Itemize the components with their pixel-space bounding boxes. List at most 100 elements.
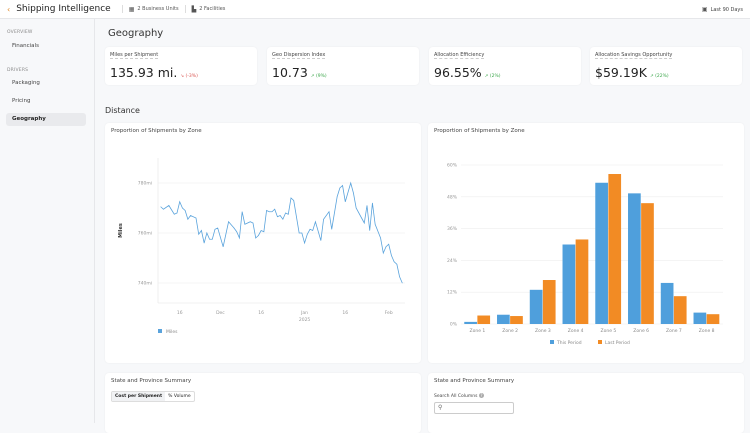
sidebar-item-financials[interactable]: Financials — [12, 43, 39, 49]
legend-label: Last Period — [605, 340, 630, 346]
sidebar-item-geography[interactable]: Geography — [6, 113, 86, 126]
x-tick-label: Dec — [216, 310, 225, 316]
x-tick-label: Zone 1 — [470, 328, 486, 334]
y-tick-label: 0% — [450, 322, 458, 328]
data-point — [399, 276, 400, 278]
x-tick-label: Zone 6 — [633, 328, 649, 334]
data-point — [211, 238, 213, 240]
bar-this-period — [562, 244, 576, 324]
data-point — [342, 185, 343, 186]
data-point — [309, 228, 311, 230]
sidebar-item-pricing[interactable]: Pricing — [12, 98, 31, 104]
x-tick-sublabel: 2025 — [299, 317, 311, 323]
data-point — [380, 237, 381, 239]
bar-last-period — [706, 314, 720, 324]
sidebar: OVERVIEW Financials DRIVERS Packaging Pr… — [0, 19, 95, 423]
data-point — [201, 230, 202, 231]
kpi-value: $59.19K — [595, 65, 647, 80]
data-point — [355, 207, 357, 209]
data-point — [239, 237, 240, 239]
data-point — [195, 217, 197, 219]
search-icon: ⚲ — [438, 404, 443, 411]
chevron-left-icon[interactable]: ‹ — [7, 4, 11, 14]
data-point — [391, 255, 392, 256]
data-point — [306, 233, 308, 235]
legend-label-miles: Miles — [166, 329, 178, 335]
bar-this-period — [693, 312, 707, 324]
data-point — [396, 263, 398, 265]
kpi-allocation-efficiency: Allocation Efficiency 96.55% ↗ (2%) — [429, 47, 581, 85]
card-title: State and Province Summary — [111, 378, 192, 384]
data-point — [285, 212, 286, 214]
divider — [121, 5, 123, 13]
bar-last-period — [575, 239, 589, 324]
y-tick-label: 60% — [447, 163, 458, 169]
bar-last-period — [608, 174, 622, 324]
data-point — [160, 206, 162, 208]
data-point — [385, 246, 387, 248]
data-point — [382, 252, 384, 254]
factory-icon: ▙ — [191, 5, 197, 13]
data-point — [209, 238, 210, 240]
sidebar-section-overview: OVERVIEW — [7, 30, 33, 35]
metric-toggle: Cost per Shipment % Volume — [111, 391, 195, 402]
y-tick-label: 12% — [447, 290, 458, 296]
data-point — [176, 212, 178, 214]
x-tick-label: Zone 7 — [666, 328, 682, 334]
data-point — [179, 201, 181, 203]
data-point — [168, 205, 170, 206]
bar-this-period — [660, 282, 674, 324]
data-point — [182, 207, 183, 209]
search-input[interactable]: ⚲ — [434, 402, 514, 414]
bar-this-period — [464, 321, 477, 324]
kpi-label: Allocation Efficiency — [434, 52, 485, 59]
legend-swatch — [550, 340, 554, 344]
facilities-selector[interactable]: 2 Facilities — [199, 6, 226, 12]
x-tick-label: 16 — [342, 310, 348, 316]
chart-title: Proportion of Shipments by Zone — [434, 128, 525, 134]
data-point — [203, 242, 205, 244]
bar-chart-card: Proportion of Shipments by Zone 0% 12% 24%… — [428, 123, 744, 363]
toggle-cost-per-shipment[interactable]: Cost per Shipment — [112, 392, 166, 401]
data-point — [274, 208, 276, 210]
data-point — [252, 222, 254, 224]
kpi-delta: ↗ (2%) — [484, 74, 501, 79]
data-point — [363, 222, 365, 224]
data-point — [344, 201, 346, 203]
page-title: Geography — [108, 28, 164, 39]
business-units-selector[interactable]: 2 Business Units — [137, 6, 179, 12]
data-point — [372, 202, 373, 204]
data-point — [282, 218, 284, 220]
kpi-delta: ↗ (22%) — [649, 74, 669, 79]
kpi-value: 135.93 mi. — [110, 65, 178, 80]
data-point — [301, 232, 303, 234]
data-point — [249, 221, 251, 223]
data-point — [263, 231, 265, 233]
line-chart-card: Proportion of Shipments by Zone 740mi 760… — [105, 123, 421, 363]
section-heading-distance: Distance — [105, 106, 140, 115]
bar-last-period — [477, 315, 491, 324]
x-tick-label: 16 — [258, 310, 264, 316]
bar-last-period — [673, 296, 687, 324]
data-point — [271, 211, 273, 213]
data-point — [277, 216, 278, 218]
data-point — [323, 218, 324, 220]
building-icon: ▦ — [128, 5, 135, 13]
data-point — [339, 187, 341, 189]
data-point — [190, 215, 191, 216]
data-point — [222, 246, 224, 248]
data-point — [374, 223, 376, 225]
kpi-label: Allocation Savings Opportunity — [595, 52, 673, 59]
bar-chart: 0% 12% 24% 36% 48% 60% Zone 1 Zone 2 Zone 3 Zone … — [447, 163, 723, 346]
date-range-button[interactable]: ▣ Last 90 Days — [702, 6, 743, 13]
data-point — [258, 235, 259, 236]
toggle-volume[interactable]: % Volume — [168, 394, 191, 399]
legend-swatch — [598, 340, 602, 344]
data-point — [350, 182, 352, 184]
sidebar-item-packaging[interactable]: Packaging — [12, 80, 40, 86]
top-bar: ‹ Shipping Intelligence ▦ 2 Business Uni… — [0, 0, 750, 19]
bar-this-period — [628, 193, 641, 324]
data-point — [328, 211, 330, 213]
data-point — [331, 228, 333, 230]
